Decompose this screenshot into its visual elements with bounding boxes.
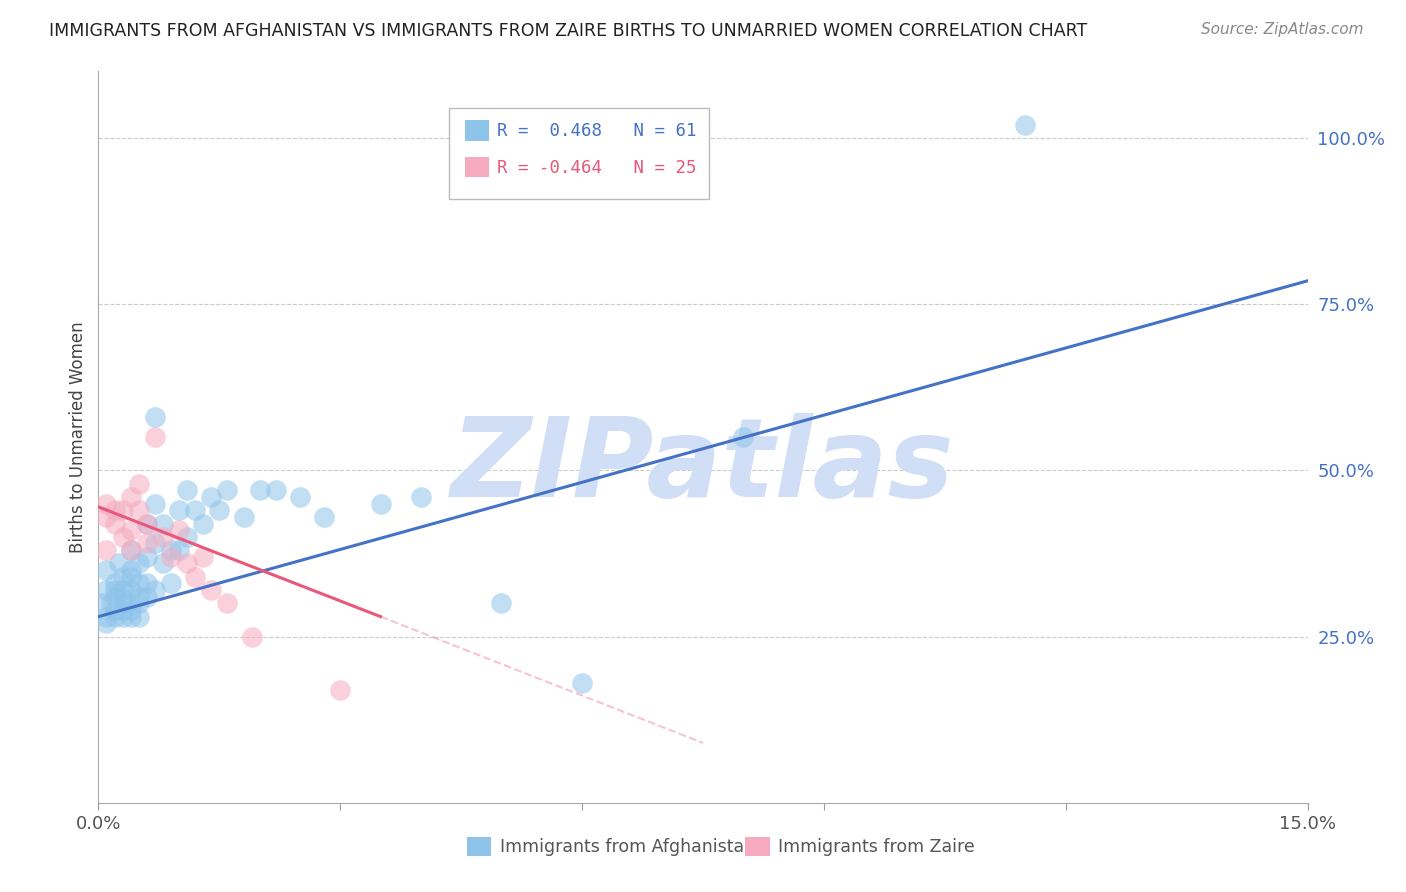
Point (120, 603, 142, 617)
Point (152, 516, 174, 531)
Point (120, 563, 142, 577)
Text: R = -0.464   N = 25: R = -0.464 N = 25 (498, 159, 697, 177)
Point (143, 410, 166, 425)
Point (103, 582, 125, 597)
Point (167, 543, 190, 558)
Point (111, 603, 134, 617)
Bar (465, 120, 489, 141)
Point (120, 543, 142, 558)
Point (120, 490, 142, 504)
Point (176, 530, 198, 544)
Point (111, 609, 134, 624)
Point (160, 549, 183, 564)
Point (491, 596, 513, 610)
Point (143, 430, 166, 444)
Point (120, 523, 142, 537)
Point (128, 576, 150, 591)
Point (96, 582, 118, 597)
Point (96, 563, 118, 577)
Point (96, 497, 118, 511)
Point (91, 596, 114, 610)
Point (111, 570, 134, 584)
Point (111, 530, 134, 544)
Point (103, 603, 125, 617)
Point (103, 590, 125, 604)
Point (111, 582, 134, 597)
Point (160, 576, 183, 591)
Point (96, 509, 118, 524)
Point (409, 490, 432, 504)
Point (103, 503, 125, 517)
Point (200, 582, 222, 597)
Point (193, 549, 215, 564)
Point (167, 523, 190, 537)
Point (288, 490, 311, 504)
Point (143, 536, 166, 550)
Point (135, 590, 157, 604)
Point (232, 509, 254, 524)
Point (571, 676, 593, 690)
Point (103, 516, 125, 531)
Point (128, 609, 150, 624)
Point (193, 516, 215, 531)
Point (249, 483, 271, 498)
Point (120, 543, 142, 558)
Point (264, 483, 287, 498)
Point (120, 609, 142, 624)
Point (733, 430, 755, 444)
Point (128, 476, 150, 491)
Point (184, 503, 207, 517)
Point (107, 557, 129, 571)
Point (184, 570, 207, 584)
Point (176, 483, 198, 498)
Point (96, 609, 118, 624)
Point (115, 596, 138, 610)
Text: Immigrants from Zaire: Immigrants from Zaire (778, 838, 974, 855)
Point (167, 503, 190, 517)
Point (370, 497, 392, 511)
FancyBboxPatch shape (449, 108, 709, 200)
Point (128, 590, 150, 604)
Point (135, 516, 157, 531)
Point (314, 509, 336, 524)
Point (103, 609, 125, 624)
Point (160, 543, 183, 558)
Point (103, 576, 125, 591)
Point (152, 557, 174, 571)
Text: R =  0.468   N = 61: R = 0.468 N = 61 (498, 122, 697, 140)
Point (1014, 118, 1036, 132)
Point (120, 570, 142, 584)
Point (135, 549, 157, 564)
Point (208, 503, 231, 517)
Point (120, 582, 142, 597)
Point (217, 596, 239, 610)
Point (135, 516, 157, 531)
Point (128, 557, 150, 571)
Point (152, 530, 174, 544)
Point (100, 596, 122, 610)
Bar (465, 157, 489, 178)
Text: ZIPatlas: ZIPatlas (451, 413, 955, 520)
Point (128, 503, 150, 517)
Point (143, 497, 166, 511)
Point (96, 616, 118, 631)
Point (111, 590, 134, 604)
Text: Immigrants from Afghanistan: Immigrants from Afghanistan (501, 838, 755, 855)
Point (135, 536, 157, 550)
Point (96, 543, 118, 558)
Bar (745, 838, 769, 856)
Point (217, 483, 239, 498)
Bar (467, 838, 492, 856)
Point (200, 490, 222, 504)
Point (111, 503, 134, 517)
Point (143, 582, 166, 597)
Point (240, 630, 263, 644)
Point (176, 557, 198, 571)
Text: IMMIGRANTS FROM AFGHANISTAN VS IMMIGRANTS FROM ZAIRE BIRTHS TO UNMARRIED WOMEN C: IMMIGRANTS FROM AFGHANISTAN VS IMMIGRANT… (49, 22, 1087, 40)
Y-axis label: Births to Unmarried Women: Births to Unmarried Women (69, 321, 87, 553)
Point (128, 596, 150, 610)
Text: Source: ZipAtlas.com: Source: ZipAtlas.com (1201, 22, 1364, 37)
Point (135, 576, 157, 591)
Point (329, 682, 352, 697)
